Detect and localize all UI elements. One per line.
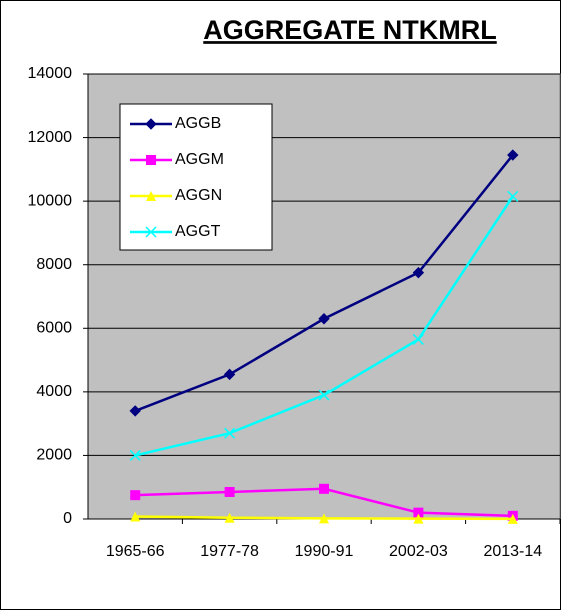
marker [129,449,141,461]
marker [507,190,519,202]
marker [130,490,141,501]
marker [130,511,141,522]
marker [319,513,329,524]
marker [413,513,424,524]
y-tick-label: 12000 [28,129,73,146]
legend-marker [146,191,156,201]
y-tick-label: 14000 [28,65,73,82]
marker [223,368,236,381]
y-tick-label: 0 [63,510,72,527]
marker [224,486,235,497]
y-tick-label: 2000 [36,447,72,464]
x-tick-label: 2002-03 [389,543,448,560]
legend-label: AGGN [175,187,222,204]
marker [318,313,330,325]
marker [129,405,141,417]
marker [318,389,330,401]
legend-marker [145,118,157,130]
y-tick-label: 10000 [28,192,73,209]
legend-marker [146,155,156,165]
marker [224,512,235,523]
marker [224,427,236,439]
marker [319,483,329,494]
marker [412,333,424,345]
x-tick-label: 1965-66 [106,543,165,560]
marker [413,507,424,518]
marker [507,149,519,161]
marker [412,266,425,279]
y-tick-label: 4000 [36,383,72,400]
legend-marker [145,226,157,238]
x-tick-label: 1990-91 [295,543,354,560]
legend-label: AGGM [175,151,224,168]
x-tick-label: 1977-78 [200,543,259,560]
y-tick-label: 8000 [36,256,72,273]
y-tick-label: 6000 [36,320,72,337]
x-tick-label: 2013-14 [483,543,542,560]
marker [507,513,518,524]
chart-title: AGGREGATE NTKMRL [203,15,496,45]
legend-label: AGGB [175,115,221,132]
legend-box [119,103,273,251]
legend-label: AGGT [175,223,221,240]
